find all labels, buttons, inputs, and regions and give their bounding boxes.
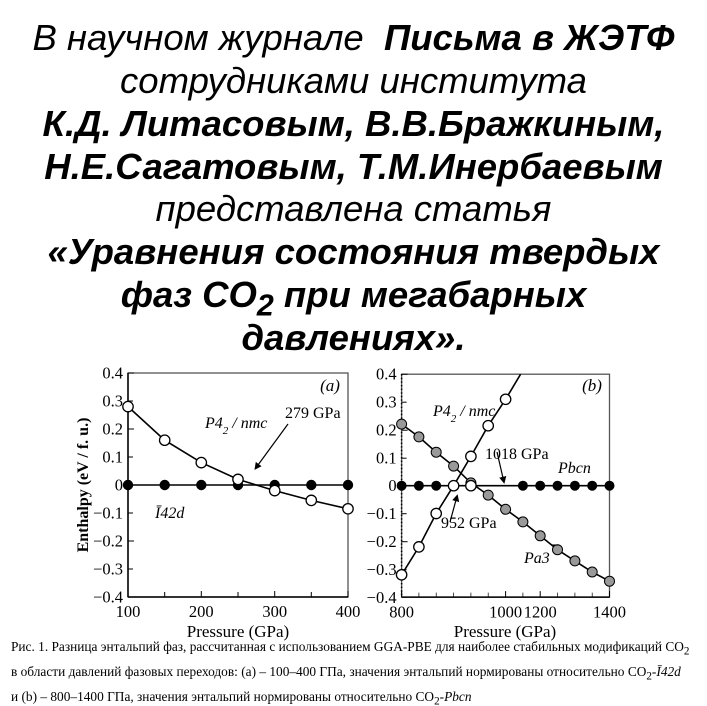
svg-text:1018 GPa: 1018 GPa xyxy=(485,446,549,463)
svg-text:Pbcn: Pbcn xyxy=(557,460,591,477)
svg-text:Pa3: Pa3 xyxy=(523,550,550,567)
svg-text:0.1: 0.1 xyxy=(102,448,123,467)
svg-text:952 GPa: 952 GPa xyxy=(441,515,497,532)
svg-text:Enthalpy (eV / f. u.): Enthalpy (eV / f. u.) xyxy=(75,418,92,553)
svg-text:1200: 1200 xyxy=(524,603,557,622)
svg-text:0.1: 0.1 xyxy=(376,449,397,468)
svg-text:1400: 1400 xyxy=(593,603,626,622)
svg-text:−0.2: −0.2 xyxy=(93,532,123,551)
svg-text:−0.1: −0.1 xyxy=(93,504,123,523)
svg-text:Ī42d: Ī42d xyxy=(154,505,185,522)
svg-text:0.2: 0.2 xyxy=(102,420,123,439)
svg-text:300: 300 xyxy=(262,602,287,621)
svg-text:−0.3: −0.3 xyxy=(93,560,123,579)
svg-text:200: 200 xyxy=(189,602,214,621)
svg-text:400: 400 xyxy=(336,602,361,621)
svg-text:−0.1: −0.1 xyxy=(367,504,397,523)
svg-text:279 GPa: 279 GPa xyxy=(285,405,341,422)
svg-text:0: 0 xyxy=(115,476,123,495)
svg-text:800: 800 xyxy=(389,603,414,622)
svg-text:−0.2: −0.2 xyxy=(367,532,397,551)
svg-text:(b): (b) xyxy=(582,376,602,395)
svg-text:1000: 1000 xyxy=(489,603,522,622)
svg-text:0.3: 0.3 xyxy=(102,392,123,411)
svg-text:0.2: 0.2 xyxy=(376,421,397,440)
svg-text:(a): (a) xyxy=(320,376,340,395)
svg-text:100: 100 xyxy=(116,602,141,621)
svg-text:−0.3: −0.3 xyxy=(367,560,397,579)
svg-text:0.4: 0.4 xyxy=(102,364,123,383)
svg-text:0.3: 0.3 xyxy=(376,393,397,412)
svg-text:0: 0 xyxy=(388,476,396,495)
svg-text:0.4: 0.4 xyxy=(376,365,397,384)
svg-text:P42 / nmc: P42 / nmc xyxy=(204,415,267,437)
